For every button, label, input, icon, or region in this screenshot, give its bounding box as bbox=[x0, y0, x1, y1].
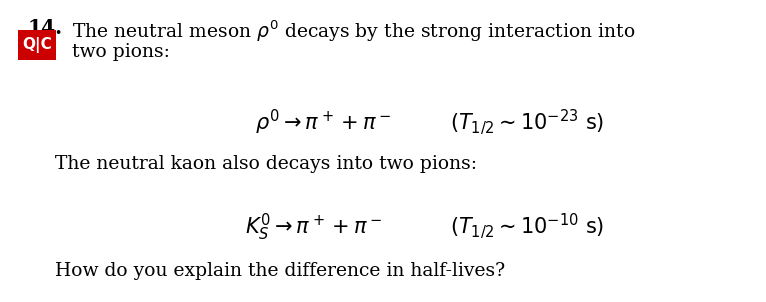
Text: $(T_{1/2} \sim 10^{-10}\ \mathrm{s})$: $(T_{1/2} \sim 10^{-10}\ \mathrm{s})$ bbox=[450, 212, 604, 241]
Text: 14.: 14. bbox=[28, 18, 63, 38]
Text: The neutral meson $\rho^0$ decays by the strong interaction into: The neutral meson $\rho^0$ decays by the… bbox=[72, 18, 636, 43]
FancyBboxPatch shape bbox=[18, 30, 56, 60]
Text: The neutral kaon also decays into two pions:: The neutral kaon also decays into two pi… bbox=[55, 155, 477, 173]
Text: Q|C: Q|C bbox=[22, 37, 52, 53]
Text: How do you explain the difference in half-lives?: How do you explain the difference in hal… bbox=[55, 262, 505, 280]
Text: two pions:: two pions: bbox=[72, 43, 170, 61]
Text: $K^0_S \rightarrow \pi^+ + \pi^-$: $K^0_S \rightarrow \pi^+ + \pi^-$ bbox=[245, 212, 382, 243]
Text: $\rho^0 \rightarrow \pi^+ + \pi^-$: $\rho^0 \rightarrow \pi^+ + \pi^-$ bbox=[255, 108, 391, 137]
Text: $(T_{1/2} \sim 10^{-23}\ \mathrm{s})$: $(T_{1/2} \sim 10^{-23}\ \mathrm{s})$ bbox=[450, 108, 604, 137]
